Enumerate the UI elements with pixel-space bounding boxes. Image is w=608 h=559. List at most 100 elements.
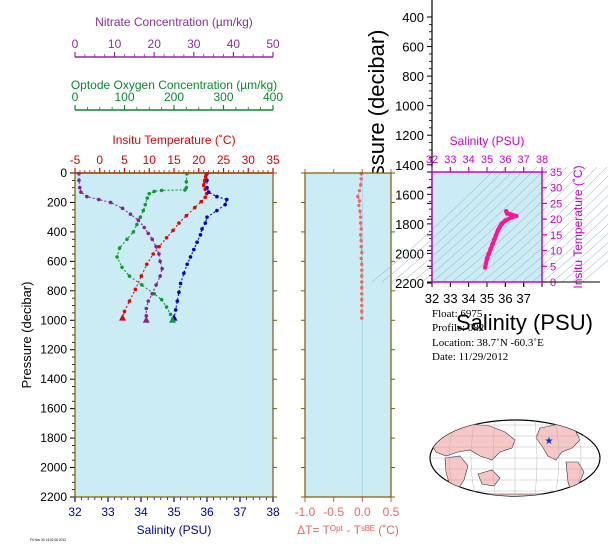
background-y-tick-label: 2200 <box>395 276 424 291</box>
oxygen-tick-label: 100 <box>114 90 134 104</box>
salinity-profile-point <box>205 215 209 219</box>
ts-density-contour <box>451 166 578 283</box>
ts-density-contour <box>401 166 528 283</box>
background-y-tick-label: 1600 <box>395 187 424 202</box>
background-y-tick-label: 1800 <box>395 217 424 232</box>
ts-y-tick-label: 15 <box>550 230 562 242</box>
delta-panel-axes: -1.0 -0.5 0.0 0.5 ΔT= Tᴼᵖᵗ - Tˢᴮᴱ (˚C) <box>295 169 400 537</box>
delta-point <box>359 244 363 249</box>
ts-density-contour <box>391 166 518 283</box>
ts-bottom-tick-label: 33 <box>443 291 457 306</box>
pressure-tick-label: 1200 <box>40 343 67 357</box>
ts-bottom-tick-label: 32 <box>425 291 439 306</box>
salinity-profile-point <box>215 208 219 213</box>
nitrate-profile-point <box>158 274 162 278</box>
oxygen-profile-point <box>183 188 187 192</box>
delta-point <box>360 309 364 314</box>
ts-density-contour <box>581 259 608 283</box>
ts-y-tick-label: 30 <box>550 183 562 195</box>
salinity-profile-point <box>198 233 203 237</box>
temperature-surface-marker <box>203 180 207 184</box>
temperature-profile-point <box>122 309 127 314</box>
main-panel-background <box>75 173 273 497</box>
oxygen-profile-point <box>140 283 144 287</box>
footer-timestamp: Fri Nov 30 14:02:05 2012 <box>30 538 66 542</box>
map-longitude-line <box>554 420 560 496</box>
ts-density-contour <box>381 166 508 283</box>
salinity-axis-label: Salinity (PSU) <box>137 523 212 537</box>
oxygen-profile-point <box>125 237 129 242</box>
ts-density-contour <box>431 166 558 283</box>
temperature-tick-label: 20 <box>192 153 206 167</box>
ts-top-tick-label: 36 <box>499 154 511 166</box>
temperature-profile-point <box>164 236 169 240</box>
oxygen-profile-line <box>116 173 188 321</box>
ts-bottom-tick-label: 36 <box>498 291 512 306</box>
oxygen-profile-point <box>135 222 139 227</box>
main-panel-series <box>77 171 229 323</box>
delta-tick-label: 0.5 <box>383 505 400 519</box>
pressure-tick-label: 2200 <box>40 490 67 504</box>
delta-point <box>360 292 364 296</box>
profile-date: Date: 11/29/2012 <box>432 351 508 363</box>
ts-title: Salinity (PSU) <box>450 134 525 148</box>
ts-point <box>490 241 495 247</box>
temperature-bottom-marker <box>119 314 127 321</box>
salinity-tick-label: 38 <box>266 505 280 519</box>
delta-panel-series <box>356 172 364 320</box>
main-panel-frame <box>74 172 274 498</box>
ts-density-contour <box>561 242 608 283</box>
temperature-tick-label: 0 <box>96 153 103 167</box>
pressure-tick-label: 800 <box>47 284 67 298</box>
salinity-profile-point <box>205 185 209 190</box>
delta-point <box>360 274 364 278</box>
salinity-profile-point <box>215 194 219 199</box>
salinity-profile-line <box>173 173 228 319</box>
ts-point <box>486 251 492 257</box>
nitrate-profile-point <box>142 225 147 230</box>
salinity-tick-label: 33 <box>101 505 115 519</box>
salinity-profile-point <box>182 271 186 275</box>
float-location: Location: 38.7˚N -60.3˚E <box>432 337 544 349</box>
oxygen-tick-label: 0 <box>72 90 79 104</box>
oxygen-axis-label: Optode Oxygen Concentration (µm/kg) <box>71 78 277 92</box>
ts-point <box>484 256 490 261</box>
map-longitude-line <box>470 420 476 496</box>
delta-point <box>357 188 362 193</box>
salinity-profile-point <box>223 202 227 207</box>
oxygen-profile-point <box>159 188 164 193</box>
temperature-tick-label: 15 <box>167 153 181 167</box>
profile-number: Profile: 082 <box>432 322 484 334</box>
ts-point <box>488 246 493 252</box>
nitrate-profile-point <box>146 231 151 236</box>
background-y-tick-label: 1400 <box>395 158 424 173</box>
oxygen-profile-point <box>164 305 169 309</box>
nitrate-profile-point <box>96 197 101 202</box>
oxygen-profile-point <box>120 265 124 270</box>
nitrate-profile-point <box>77 185 82 190</box>
ts-top-tick-label: 37 <box>518 154 530 166</box>
salinity-tick-label: 32 <box>68 505 82 519</box>
main-panel-axes: 0200400600800100012001400160018002000220… <box>19 15 283 537</box>
float-location-star-icon: ★ <box>545 436 554 447</box>
ts-y-axis-label: Insitu Temperature (˚C) <box>571 165 585 288</box>
ts-bottom-tick-label: 35 <box>480 291 494 306</box>
delta-point <box>357 203 361 208</box>
salinity-profile-point <box>195 240 199 245</box>
salinity-profile-point <box>188 255 193 259</box>
delta-point <box>360 250 364 255</box>
nitrate-profile-point <box>108 200 113 205</box>
nitrate-profile-point <box>160 266 164 271</box>
salinity-profile-point <box>175 299 180 303</box>
delta-point <box>360 286 364 290</box>
oxygen-profile-point <box>131 230 136 234</box>
delta-point <box>357 199 362 203</box>
oxygen-profile-point <box>145 196 150 200</box>
ts-point <box>514 213 519 219</box>
ts-density-contour <box>411 166 538 283</box>
temperature-profile-point <box>203 195 207 200</box>
oxygen-profile-point <box>143 202 148 207</box>
pressure-tick-label: 600 <box>47 254 67 268</box>
map-land-greenland <box>584 421 600 435</box>
ts-density-contour <box>421 166 548 283</box>
